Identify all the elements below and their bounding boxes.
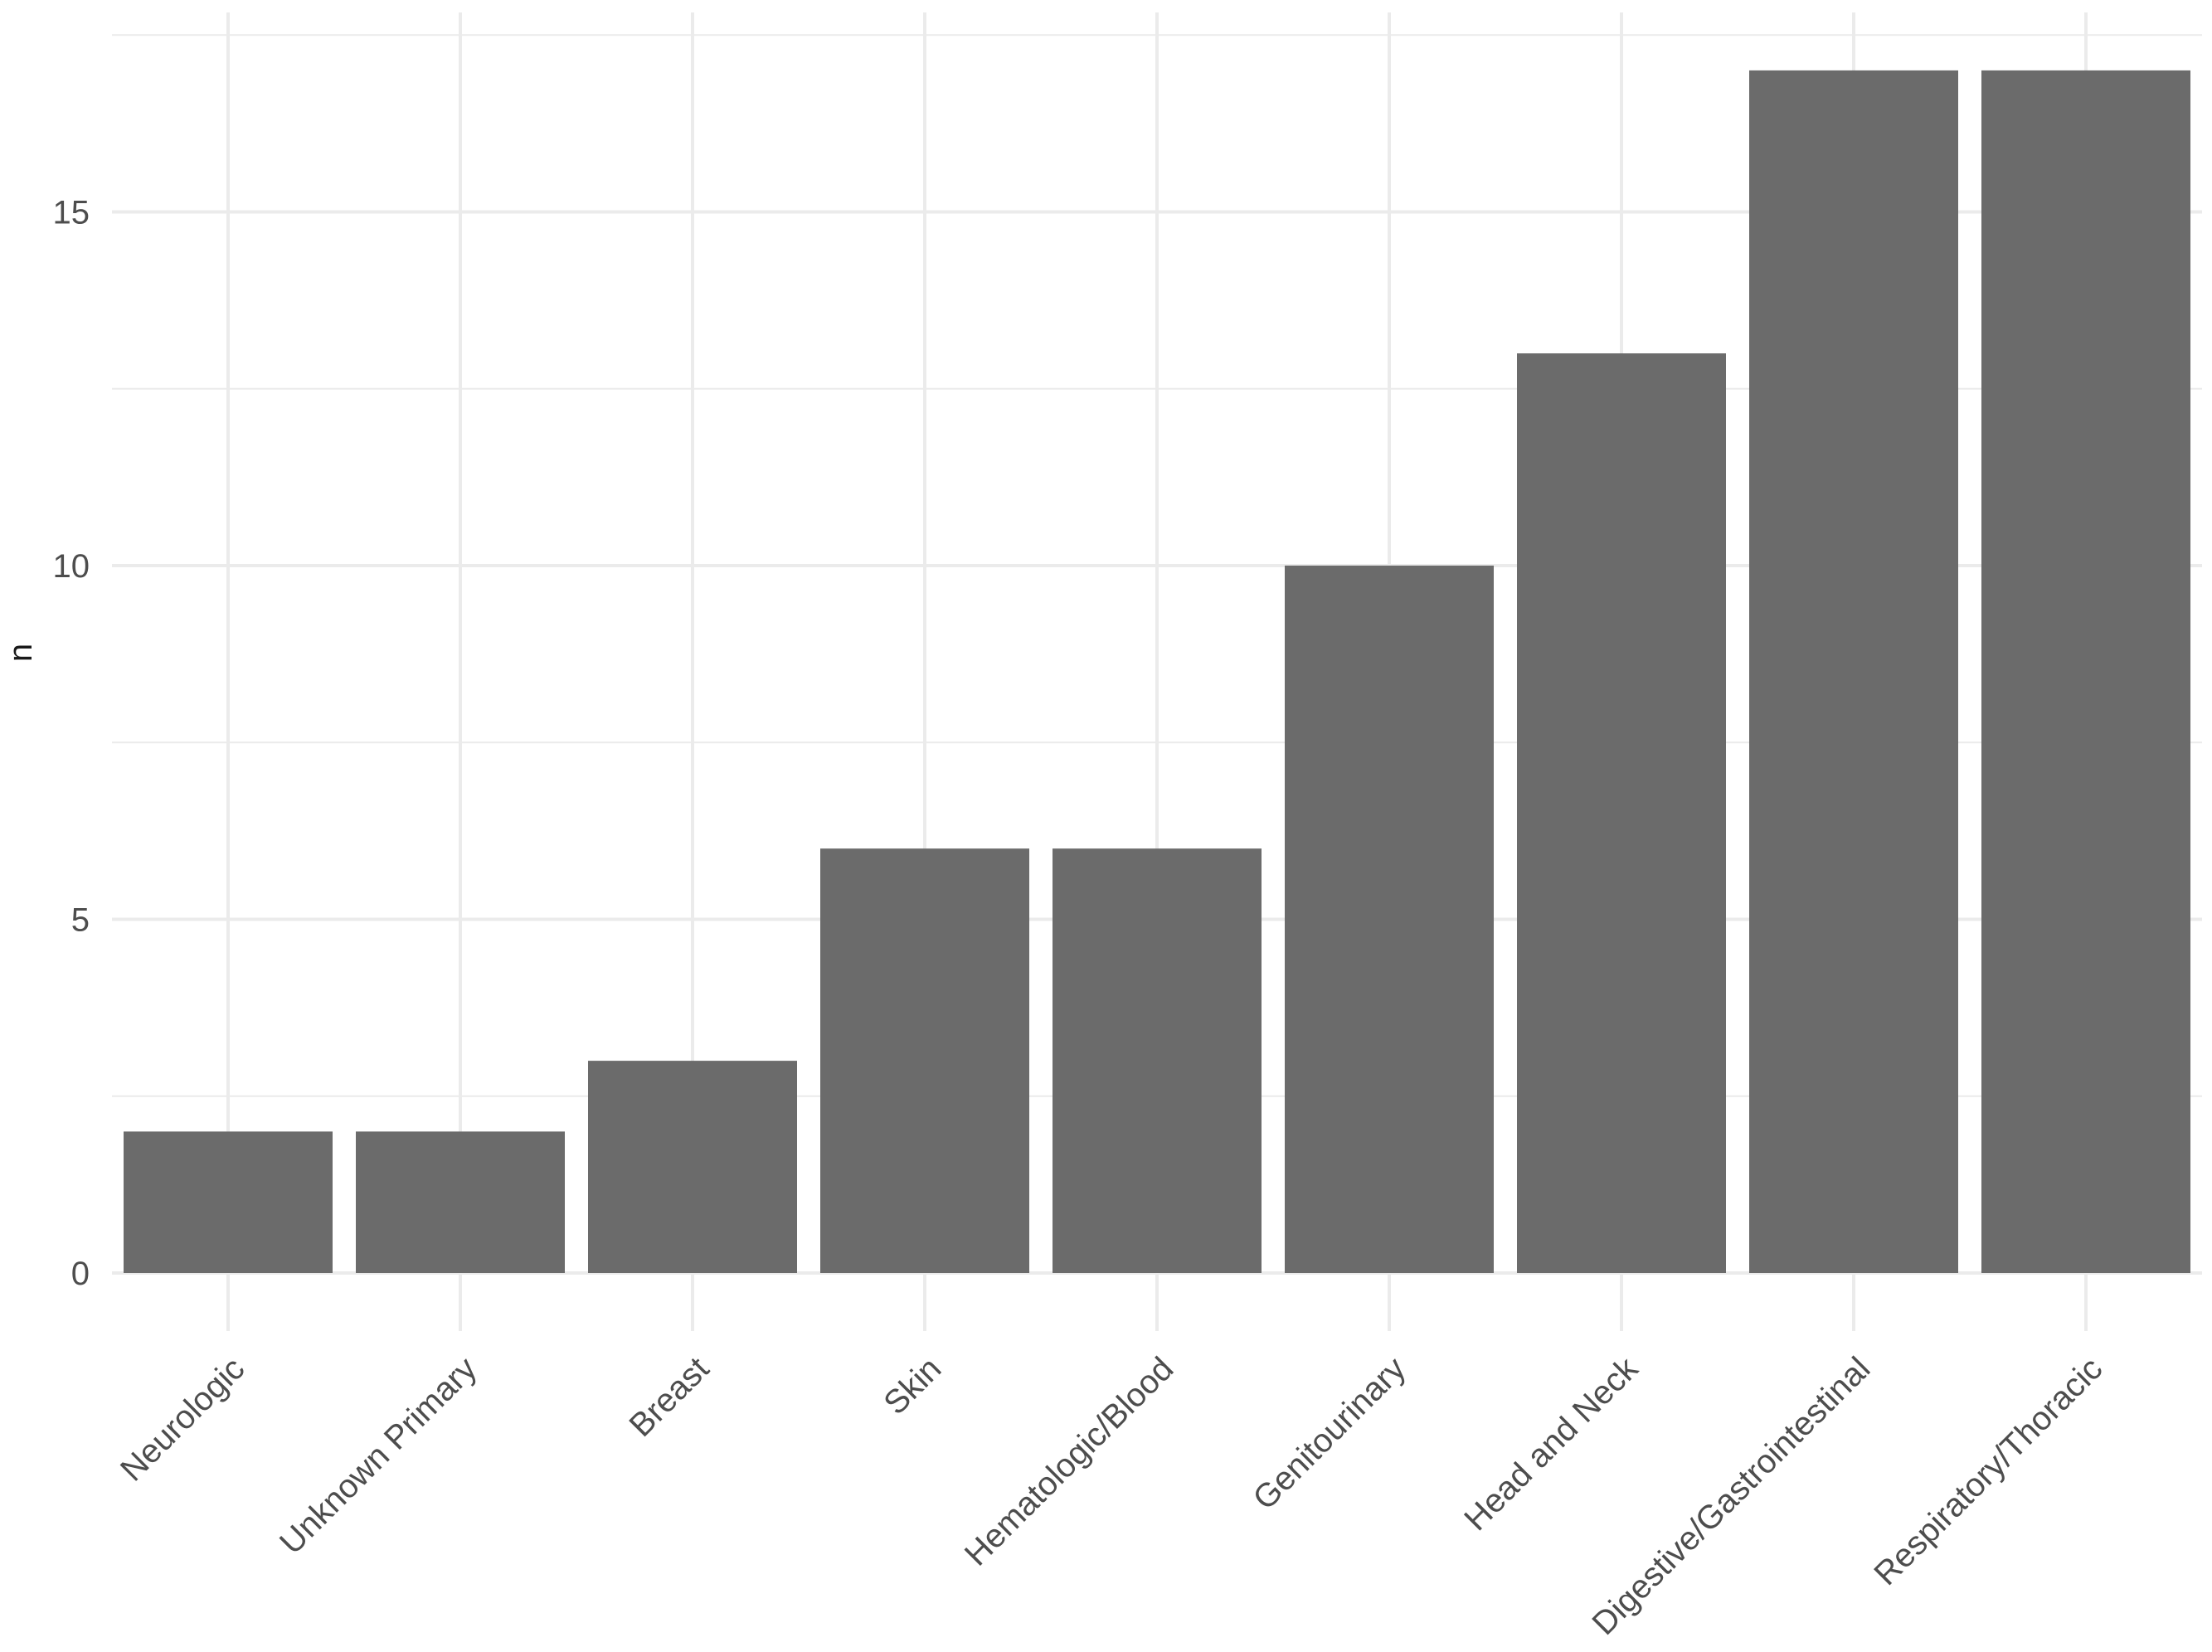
x-tick-label: Neurologic bbox=[114, 1350, 251, 1488]
x-tick-label: Hematologic/Blood bbox=[958, 1350, 1181, 1573]
y-tick-labels: 0 5 10 15 bbox=[53, 195, 90, 1293]
bar bbox=[1749, 70, 1958, 1273]
bar bbox=[1053, 848, 1262, 1273]
x-tick-label: Head and Neck bbox=[1457, 1350, 1646, 1538]
bar bbox=[1517, 353, 1726, 1274]
bar bbox=[1285, 566, 1494, 1273]
x-tick-label: Skin bbox=[877, 1350, 948, 1421]
y-axis-title: n bbox=[2, 644, 39, 662]
bar bbox=[820, 848, 1029, 1273]
x-tick-label: Digestive/Gastrointestinal bbox=[1586, 1350, 1878, 1642]
x-tick-label: Genitourinary bbox=[1246, 1350, 1412, 1517]
bar bbox=[356, 1131, 565, 1273]
bar bbox=[124, 1131, 333, 1273]
x-tick-label: Breast bbox=[623, 1350, 717, 1444]
y-tick-label: 5 bbox=[71, 902, 90, 939]
bar bbox=[588, 1061, 797, 1273]
y-tick-label: 0 bbox=[71, 1256, 90, 1292]
bar bbox=[1981, 70, 2190, 1273]
x-tick-label: Respiratory/Thoracic bbox=[1867, 1350, 2109, 1592]
x-tick-label: Unknown Primary bbox=[273, 1350, 484, 1561]
y-tick-label: 10 bbox=[53, 548, 90, 585]
y-tick-label: 15 bbox=[53, 195, 90, 231]
x-tick-labels: Neurologic Unknown Primary Breast Skin Hemat… bbox=[114, 1350, 2109, 1643]
bars bbox=[124, 70, 2190, 1274]
